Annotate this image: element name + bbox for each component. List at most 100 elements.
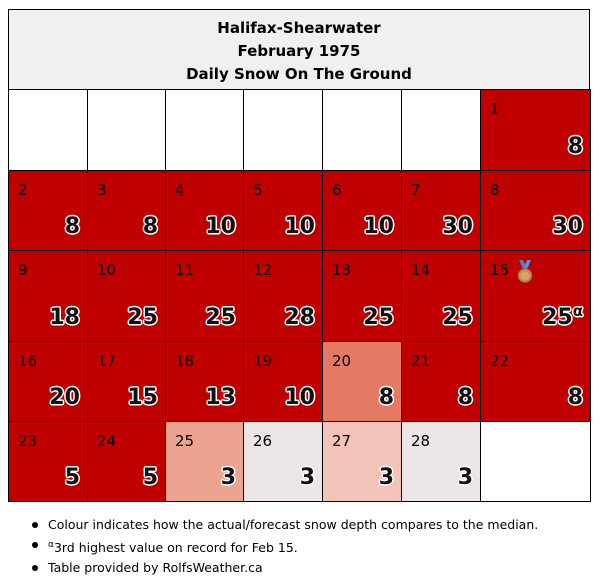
snow-depth-value: 25 bbox=[363, 305, 394, 331]
day-number: 18 bbox=[175, 352, 195, 370]
day-number: 19 bbox=[253, 352, 273, 370]
record-mark: α bbox=[48, 540, 54, 550]
day-cell-27: 27 3 bbox=[322, 421, 402, 502]
day-number: 24 bbox=[97, 432, 117, 450]
day-number: 15 bbox=[490, 261, 510, 279]
snow-depth-value: 3 bbox=[221, 465, 236, 491]
snow-depth-number: 5 bbox=[142, 465, 158, 490]
credit-text: Table provided by RolfsWeather.ca bbox=[48, 560, 263, 575]
snow-depth-number: 10 bbox=[205, 214, 236, 239]
bullet-icon bbox=[32, 522, 38, 528]
table-header: Halifax-Shearwater February 1975 Daily S… bbox=[8, 9, 590, 90]
snow-depth-value: 8 bbox=[143, 214, 158, 240]
day-number: 17 bbox=[97, 352, 117, 370]
notes-list: Colour indicates how the actual/forecast… bbox=[30, 515, 538, 578]
colour-note-text: Colour indicates how the actual/forecast… bbox=[48, 517, 539, 532]
bullet-icon bbox=[32, 565, 38, 571]
empty-cell bbox=[87, 89, 166, 171]
snow-depth-number: 20 bbox=[49, 385, 80, 410]
snow-depth-number: 25 bbox=[442, 305, 473, 330]
snow-depth-value: 5 bbox=[65, 465, 80, 491]
empty-cell bbox=[401, 89, 481, 171]
day-cell-7: 7 30 bbox=[401, 170, 481, 251]
snow-depth-number: 10 bbox=[284, 214, 315, 239]
day-cell-20: 20 8 bbox=[322, 341, 402, 422]
snow-depth-number: 15 bbox=[127, 385, 158, 410]
snow-depth-number: 25 bbox=[363, 305, 394, 330]
day-cell-21: 21 8 bbox=[401, 341, 481, 422]
snow-depth-value: 10 bbox=[205, 214, 236, 240]
day-cell-16: 16 20 bbox=[8, 341, 88, 422]
empty-cell bbox=[165, 89, 244, 171]
day-number: 20 bbox=[332, 352, 352, 370]
day-number: 23 bbox=[18, 432, 38, 450]
snow-depth-number: 28 bbox=[284, 305, 315, 330]
snow-depth-number: 13 bbox=[205, 385, 236, 410]
snow-depth-number: 25 bbox=[127, 305, 158, 330]
snow-depth-number: 8 bbox=[567, 385, 583, 410]
snow-depth-number: 3 bbox=[220, 465, 236, 490]
day-number: 12 bbox=[253, 261, 273, 279]
snow-depth-value: 10 bbox=[284, 214, 315, 240]
day-cell-12: 12 28 bbox=[243, 250, 323, 342]
day-cell-23: 23 5 bbox=[8, 421, 88, 502]
snow-depth-value: 25 bbox=[205, 305, 236, 331]
empty-cell bbox=[243, 89, 323, 171]
day-number: 5 bbox=[253, 181, 263, 199]
snow-depth-value: 3 bbox=[379, 465, 394, 491]
day-number: 26 bbox=[253, 432, 273, 450]
snow-depth-value: 30 bbox=[442, 214, 473, 240]
snow-depth-value: 8 bbox=[458, 385, 473, 411]
day-cell-22: 22 8 bbox=[480, 341, 591, 422]
snow-depth-number: 8 bbox=[64, 214, 80, 239]
snow-depth-number: 3 bbox=[378, 465, 394, 490]
day-cell-5: 5 10 bbox=[243, 170, 323, 251]
snow-depth-value: 10 bbox=[284, 385, 315, 411]
day-number: 16 bbox=[18, 352, 38, 370]
note-record: α3rd highest value on record for Feb 15. bbox=[30, 535, 538, 558]
record-mark: α bbox=[572, 302, 583, 320]
bullet-icon bbox=[32, 542, 38, 548]
snow-depth-value: 30 bbox=[552, 214, 583, 240]
note-credit: Table provided by RolfsWeather.ca bbox=[30, 558, 538, 578]
empty-cell bbox=[8, 89, 88, 171]
empty-cell bbox=[480, 421, 591, 502]
day-cell-26: 26 3 bbox=[243, 421, 323, 502]
day-number: 27 bbox=[332, 432, 352, 450]
snow-depth-number: 8 bbox=[142, 214, 158, 239]
day-number: 10 bbox=[97, 261, 117, 279]
day-number: 1 bbox=[490, 100, 500, 118]
day-number: 9 bbox=[18, 261, 28, 279]
snow-depth-number: 25 bbox=[205, 305, 236, 330]
note-colour: Colour indicates how the actual/forecast… bbox=[30, 515, 538, 535]
day-cell-28: 28 3 bbox=[401, 421, 481, 502]
snow-depth-number: 8 bbox=[457, 385, 473, 410]
day-number: 21 bbox=[411, 352, 431, 370]
empty-cell bbox=[322, 89, 402, 171]
day-cell-15: 15 25α bbox=[480, 250, 591, 342]
snow-depth-value: 3 bbox=[458, 465, 473, 491]
snow-depth-number: 3 bbox=[299, 465, 315, 490]
day-cell-9: 9 18 bbox=[8, 250, 88, 342]
snow-depth-number: 8 bbox=[378, 385, 394, 410]
snow-depth-value: 8 bbox=[568, 134, 583, 160]
snow-depth-value: 8 bbox=[379, 385, 394, 411]
snow-depth-number: 10 bbox=[363, 214, 394, 239]
day-cell-25: 25 3 bbox=[165, 421, 244, 502]
snow-depth-number: 8 bbox=[567, 134, 583, 159]
period-title: February 1975 bbox=[237, 42, 361, 60]
day-cell-10: 10 25 bbox=[87, 250, 166, 342]
snow-depth-number: 3 bbox=[457, 465, 473, 490]
day-cell-19: 19 10 bbox=[243, 341, 323, 422]
snow-depth-number: 30 bbox=[442, 214, 473, 239]
metric-title: Daily Snow On The Ground bbox=[186, 65, 412, 83]
day-number: 6 bbox=[332, 181, 342, 199]
day-cell-14: 14 25 bbox=[401, 250, 481, 342]
day-number: 13 bbox=[332, 261, 352, 279]
station-name: Halifax-Shearwater bbox=[217, 19, 381, 37]
day-number: 2 bbox=[18, 181, 28, 199]
bronze-medal-icon bbox=[517, 260, 533, 283]
day-cell-6: 6 10 bbox=[322, 170, 402, 251]
day-number: 14 bbox=[411, 261, 431, 279]
